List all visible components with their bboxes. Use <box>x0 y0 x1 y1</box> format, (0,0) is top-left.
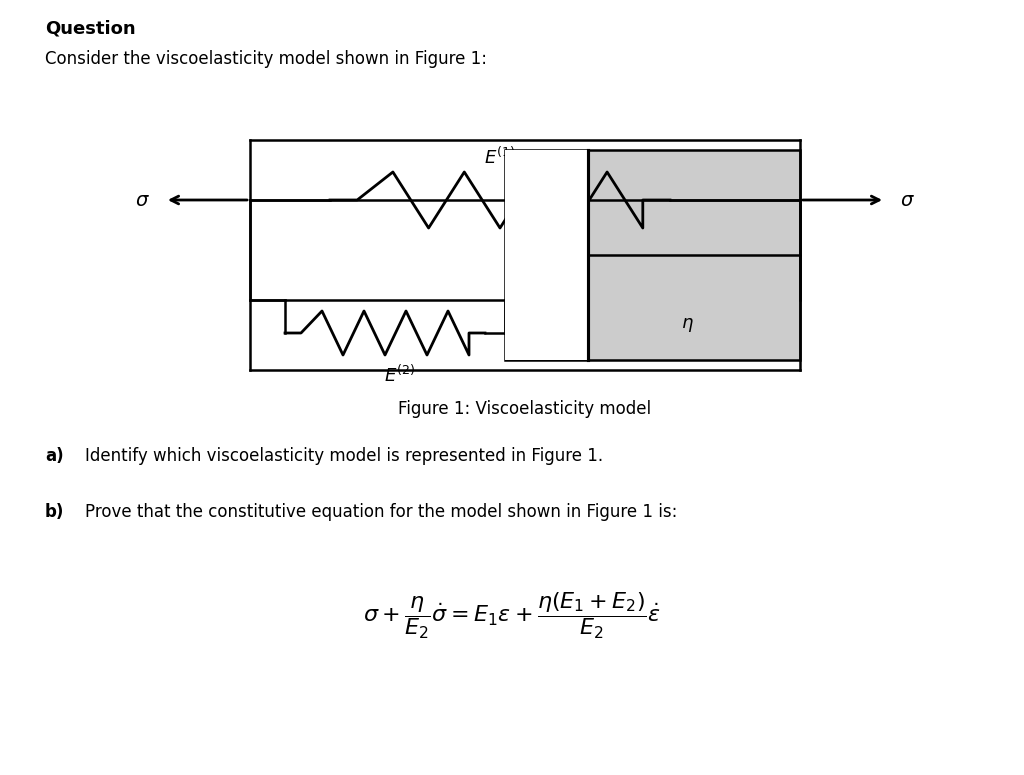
Polygon shape <box>505 150 588 360</box>
Text: $\sigma$: $\sigma$ <box>135 191 150 209</box>
Text: Consider the viscoelasticity model shown in Figure 1:: Consider the viscoelasticity model shown… <box>45 50 487 68</box>
Text: a): a) <box>45 447 63 465</box>
Text: b): b) <box>45 503 65 521</box>
Text: Figure 1: Viscoelasticity model: Figure 1: Viscoelasticity model <box>398 400 651 418</box>
Text: $\sigma + \dfrac{\eta}{E_2}\dot{\sigma} = E_1\varepsilon + \dfrac{\eta(E_1 + E_2: $\sigma + \dfrac{\eta}{E_2}\dot{\sigma} … <box>362 590 662 641</box>
Polygon shape <box>505 150 800 360</box>
Text: Prove that the constitutive equation for the model shown in Figure 1 is:: Prove that the constitutive equation for… <box>85 503 677 521</box>
Text: $\sigma$: $\sigma$ <box>900 191 914 209</box>
Text: $E^{(1)}$: $E^{(1)}$ <box>484 146 516 168</box>
Text: Identify which viscoelasticity model is represented in Figure 1.: Identify which viscoelasticity model is … <box>85 447 603 465</box>
Text: $E^{(2)}$: $E^{(2)}$ <box>384 365 416 386</box>
Text: $\eta$: $\eta$ <box>682 316 694 334</box>
Text: Question: Question <box>45 20 135 38</box>
